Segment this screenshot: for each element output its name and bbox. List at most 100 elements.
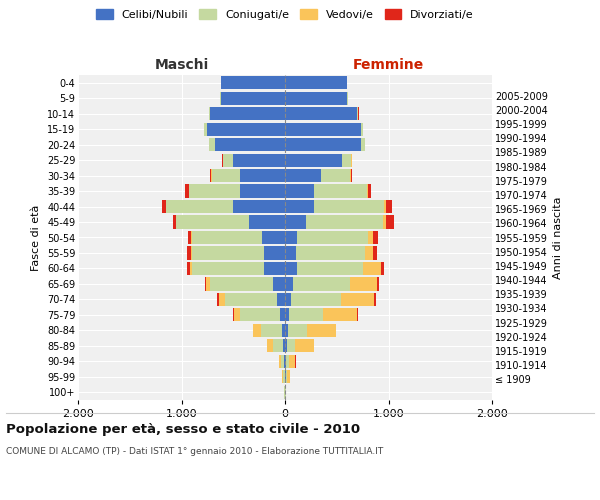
Bar: [285, 262, 298, 275]
Bar: [289, 354, 295, 368]
Bar: [285, 216, 306, 228]
Bar: [215, 138, 285, 151]
Bar: [341, 293, 374, 306]
Text: COMUNE DI ALCAMO (TP) - Dati ISTAT 1° gennaio 2010 - Elaborazione TUTTITALIA.IT: COMUNE DI ALCAMO (TP) - Dati ISTAT 1° ge…: [6, 448, 383, 456]
Bar: [365, 246, 373, 260]
Bar: [190, 262, 192, 275]
Bar: [283, 370, 284, 384]
Bar: [386, 216, 394, 228]
Bar: [272, 340, 283, 352]
Bar: [298, 231, 368, 244]
Bar: [361, 122, 363, 136]
Bar: [314, 200, 385, 213]
Bar: [321, 169, 350, 182]
Bar: [209, 138, 215, 151]
Bar: [221, 92, 285, 105]
Bar: [285, 184, 314, 198]
Bar: [342, 154, 351, 166]
Bar: [285, 154, 342, 166]
Bar: [280, 308, 285, 322]
Bar: [261, 324, 282, 337]
Bar: [211, 107, 285, 120]
Bar: [368, 231, 373, 244]
Bar: [385, 200, 386, 213]
Bar: [314, 184, 367, 198]
Bar: [204, 122, 208, 136]
Bar: [361, 138, 365, 151]
Bar: [295, 340, 314, 352]
Bar: [187, 246, 191, 260]
Bar: [323, 308, 358, 322]
Bar: [233, 154, 285, 166]
Y-axis label: Anni di nascita: Anni di nascita: [553, 196, 563, 279]
Bar: [185, 184, 188, 198]
Legend: Celibi/Nubili, Coniugati/e, Vedovi/e, Divorziati/e: Celibi/Nubili, Coniugati/e, Vedovi/e, Di…: [96, 9, 474, 20]
Bar: [285, 293, 291, 306]
Bar: [272, 278, 285, 290]
Bar: [241, 169, 285, 182]
Bar: [187, 262, 190, 275]
Bar: [285, 278, 293, 290]
Bar: [219, 293, 225, 306]
Bar: [211, 278, 272, 290]
Bar: [192, 231, 262, 244]
Bar: [381, 262, 385, 275]
Bar: [268, 340, 272, 352]
Bar: [161, 200, 166, 213]
Text: Maschi: Maschi: [154, 58, 209, 72]
Bar: [368, 184, 371, 198]
Bar: [234, 308, 241, 322]
Bar: [288, 324, 307, 337]
Bar: [285, 324, 288, 337]
Bar: [221, 76, 285, 90]
Bar: [192, 246, 265, 260]
Bar: [217, 293, 219, 306]
Bar: [281, 354, 284, 368]
Bar: [285, 354, 286, 368]
Bar: [233, 308, 234, 322]
Bar: [374, 293, 376, 306]
Bar: [306, 216, 383, 228]
Bar: [265, 262, 285, 275]
Bar: [173, 216, 176, 228]
Text: Popolazione per età, sesso e stato civile - 2010: Popolazione per età, sesso e stato civil…: [6, 422, 360, 436]
Bar: [373, 246, 377, 260]
Bar: [350, 278, 377, 290]
Bar: [253, 324, 261, 337]
Bar: [285, 308, 289, 322]
Bar: [241, 308, 280, 322]
Bar: [291, 293, 341, 306]
Bar: [289, 308, 323, 322]
Bar: [176, 216, 249, 228]
Bar: [166, 200, 233, 213]
Bar: [298, 262, 362, 275]
Bar: [362, 262, 381, 275]
Bar: [293, 278, 350, 290]
Bar: [225, 293, 277, 306]
Bar: [383, 216, 386, 228]
Bar: [285, 92, 347, 105]
Bar: [351, 169, 352, 182]
Bar: [287, 370, 290, 384]
Bar: [307, 324, 336, 337]
Bar: [205, 278, 206, 290]
Bar: [285, 246, 296, 260]
Bar: [262, 231, 285, 244]
Bar: [212, 169, 241, 182]
Bar: [282, 324, 285, 337]
Bar: [241, 184, 285, 198]
Bar: [285, 200, 314, 213]
Bar: [277, 293, 285, 306]
Bar: [296, 246, 365, 260]
Bar: [287, 340, 295, 352]
Bar: [285, 122, 361, 136]
Y-axis label: Fasce di età: Fasce di età: [31, 204, 41, 270]
Bar: [285, 231, 298, 244]
Bar: [282, 370, 283, 384]
Bar: [286, 370, 287, 384]
Bar: [285, 107, 358, 120]
Text: Femmine: Femmine: [353, 58, 424, 72]
Bar: [285, 340, 287, 352]
Bar: [249, 216, 285, 228]
Bar: [223, 154, 233, 166]
